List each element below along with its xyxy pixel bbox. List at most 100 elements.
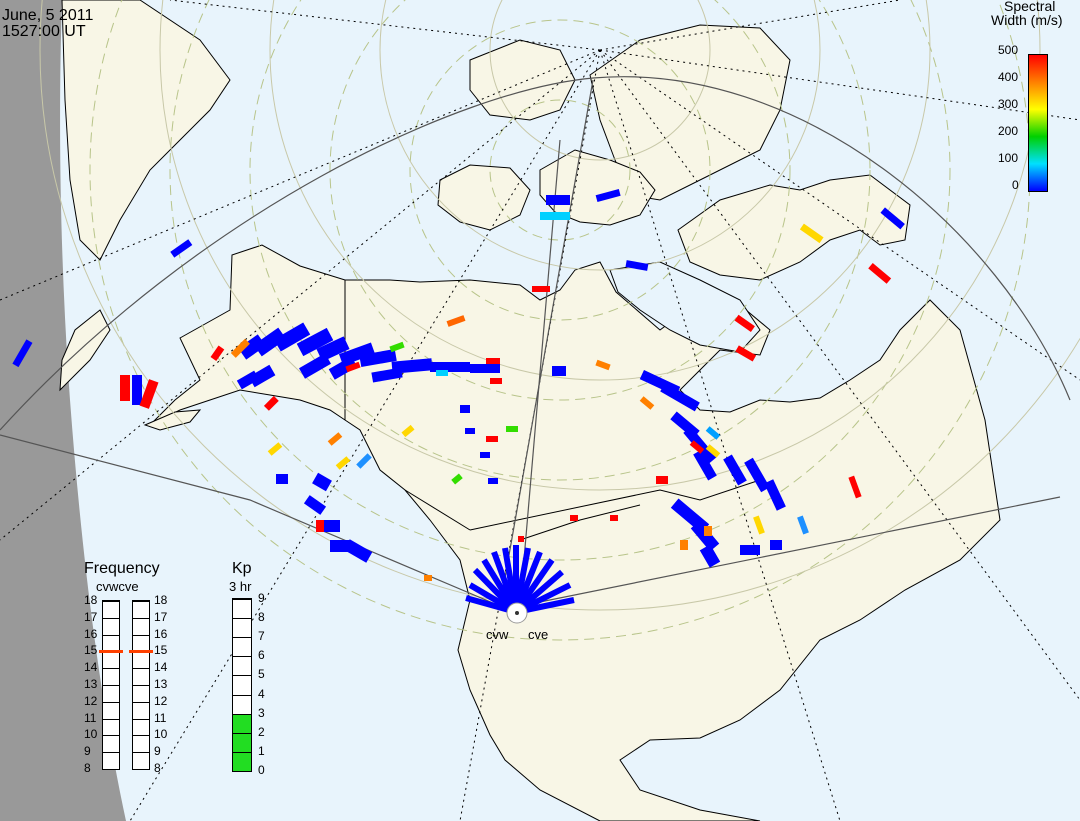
frequency-tick-label: 12 [84, 693, 98, 708]
colorbar-subtitle: Width (m/s) [991, 12, 1063, 28]
arctic-islands-land [539, 149, 656, 226]
colorbar-tick: 200 [998, 124, 1019, 138]
frequency-gridline [103, 601, 119, 602]
station-label-cve: cve [528, 627, 549, 642]
colorbar-tick: 400 [998, 70, 1019, 84]
frequency-tick-label: 12 [154, 693, 168, 708]
frequency-tick-label: 14 [154, 660, 168, 675]
colorbar-tick: 0 [1012, 178, 1019, 192]
frequency-gridline [133, 769, 149, 770]
radar-fov [0, 76, 1071, 607]
kp-gridline [233, 751, 251, 753]
kp-bar [232, 598, 252, 772]
kp-gridline [233, 637, 251, 639]
frequency-gridline [103, 735, 119, 737]
time-label: 1527:00 UT [2, 23, 86, 40]
kp-gridline [233, 618, 251, 620]
frequency-radar-labels: cvwcve [96, 579, 139, 594]
frequency-gridline [103, 701, 119, 703]
colorbar-title: Spectral [1004, 0, 1056, 14]
frequency-gridline [133, 668, 149, 670]
kp-tick-label: 9 [258, 591, 265, 605]
frequency-gridline [133, 617, 149, 619]
kp-tick-label: 7 [258, 629, 265, 644]
frequency-tick-label: 8 [84, 761, 91, 775]
frequency-gridline [103, 685, 119, 686]
radar-echoes [12, 188, 905, 624]
kp-gridline [233, 656, 251, 658]
frequency-gridline [133, 718, 149, 720]
frequency-marker [99, 650, 123, 654]
arctic-islands-land-2 [437, 164, 531, 231]
frequency-tick-label: 10 [84, 727, 98, 742]
kp-title: Kp [232, 560, 252, 577]
frequency-tick-label: 16 [84, 626, 98, 641]
frequency-tick-label: 14 [84, 660, 98, 675]
baffin-island-land [677, 174, 911, 281]
kp-gridline [233, 675, 251, 677]
kp-gridline [233, 771, 251, 772]
kp-tick-label: 3 [258, 705, 265, 720]
frequency-bar-cvw [99, 600, 123, 770]
frequency-tick-label: 15 [84, 643, 98, 658]
frequency-gridline [133, 735, 149, 737]
frequency-gridline [133, 752, 149, 754]
arctic-islands-land-3 [469, 39, 576, 121]
spectral-width-colorbar [1028, 54, 1048, 192]
night-shade [0, 0, 126, 821]
frequency-tick-label: 9 [154, 744, 161, 759]
frequency-tick-label: 10 [154, 727, 168, 742]
kp-tick-label: 2 [258, 724, 265, 739]
kp-tick-label: 5 [258, 667, 265, 682]
frequency-tick-label: 8 [154, 761, 161, 775]
siberia-land [61, 0, 231, 261]
kp-gridline [233, 599, 251, 600]
colorbar-tick: 500 [998, 43, 1019, 57]
frequency-gridline [103, 718, 119, 720]
frequency-gridline [103, 752, 119, 754]
frequency-tick-label: 11 [154, 710, 167, 725]
frequency-gridline [103, 668, 119, 670]
colorbar-tick: 100 [998, 151, 1019, 165]
frequency-tick-label: 15 [154, 643, 168, 658]
frequency-tick-label: 18 [154, 593, 168, 607]
kp-tick-label: 1 [258, 743, 265, 758]
frequency-gridline [133, 634, 149, 636]
frequency-title: Frequency [84, 560, 160, 577]
frequency-marker [129, 650, 153, 654]
asia-fragment-land [59, 309, 111, 392]
frequency-tick-label: 17 [154, 609, 168, 624]
kp-gridline [233, 694, 251, 696]
frequency-tick-label: 11 [84, 710, 97, 725]
date-label: June, 5 2011 [2, 7, 94, 24]
kp-subtitle: 3 hr [229, 579, 252, 594]
frequency-gridline [103, 634, 119, 636]
frequency-gridline [103, 617, 119, 619]
aleutian-islands [143, 409, 202, 431]
geographic-latitude-circles [39, 0, 1080, 611]
station-label-cvw: cvw [486, 627, 509, 642]
borders [344, 280, 761, 541]
kp-gridline [233, 713, 251, 715]
frequency-tick-label: 16 [154, 626, 168, 641]
frequency-gridline [133, 601, 149, 602]
kp-tick-label: 4 [258, 686, 265, 701]
colorbar-tick: 300 [998, 97, 1019, 111]
kp-tick-label: 6 [258, 648, 265, 663]
kp-gridline [233, 732, 251, 734]
frequency-tick-label: 18 [84, 593, 98, 607]
kp-tick-label: 0 [258, 763, 265, 777]
frequency-gridline [103, 769, 119, 770]
frequency-tick-label: 13 [84, 677, 98, 691]
frequency-gridline [133, 701, 149, 703]
north-america-land [149, 244, 1001, 821]
frequency-tick-label: 17 [84, 609, 98, 624]
kp-tick-label: 8 [258, 610, 265, 625]
frequency-bar-cve [129, 600, 153, 770]
frequency-tick-label: 9 [84, 744, 91, 759]
kp-fill [233, 713, 251, 771]
frequency-gridline [133, 685, 149, 686]
landmasses [59, 0, 1001, 821]
